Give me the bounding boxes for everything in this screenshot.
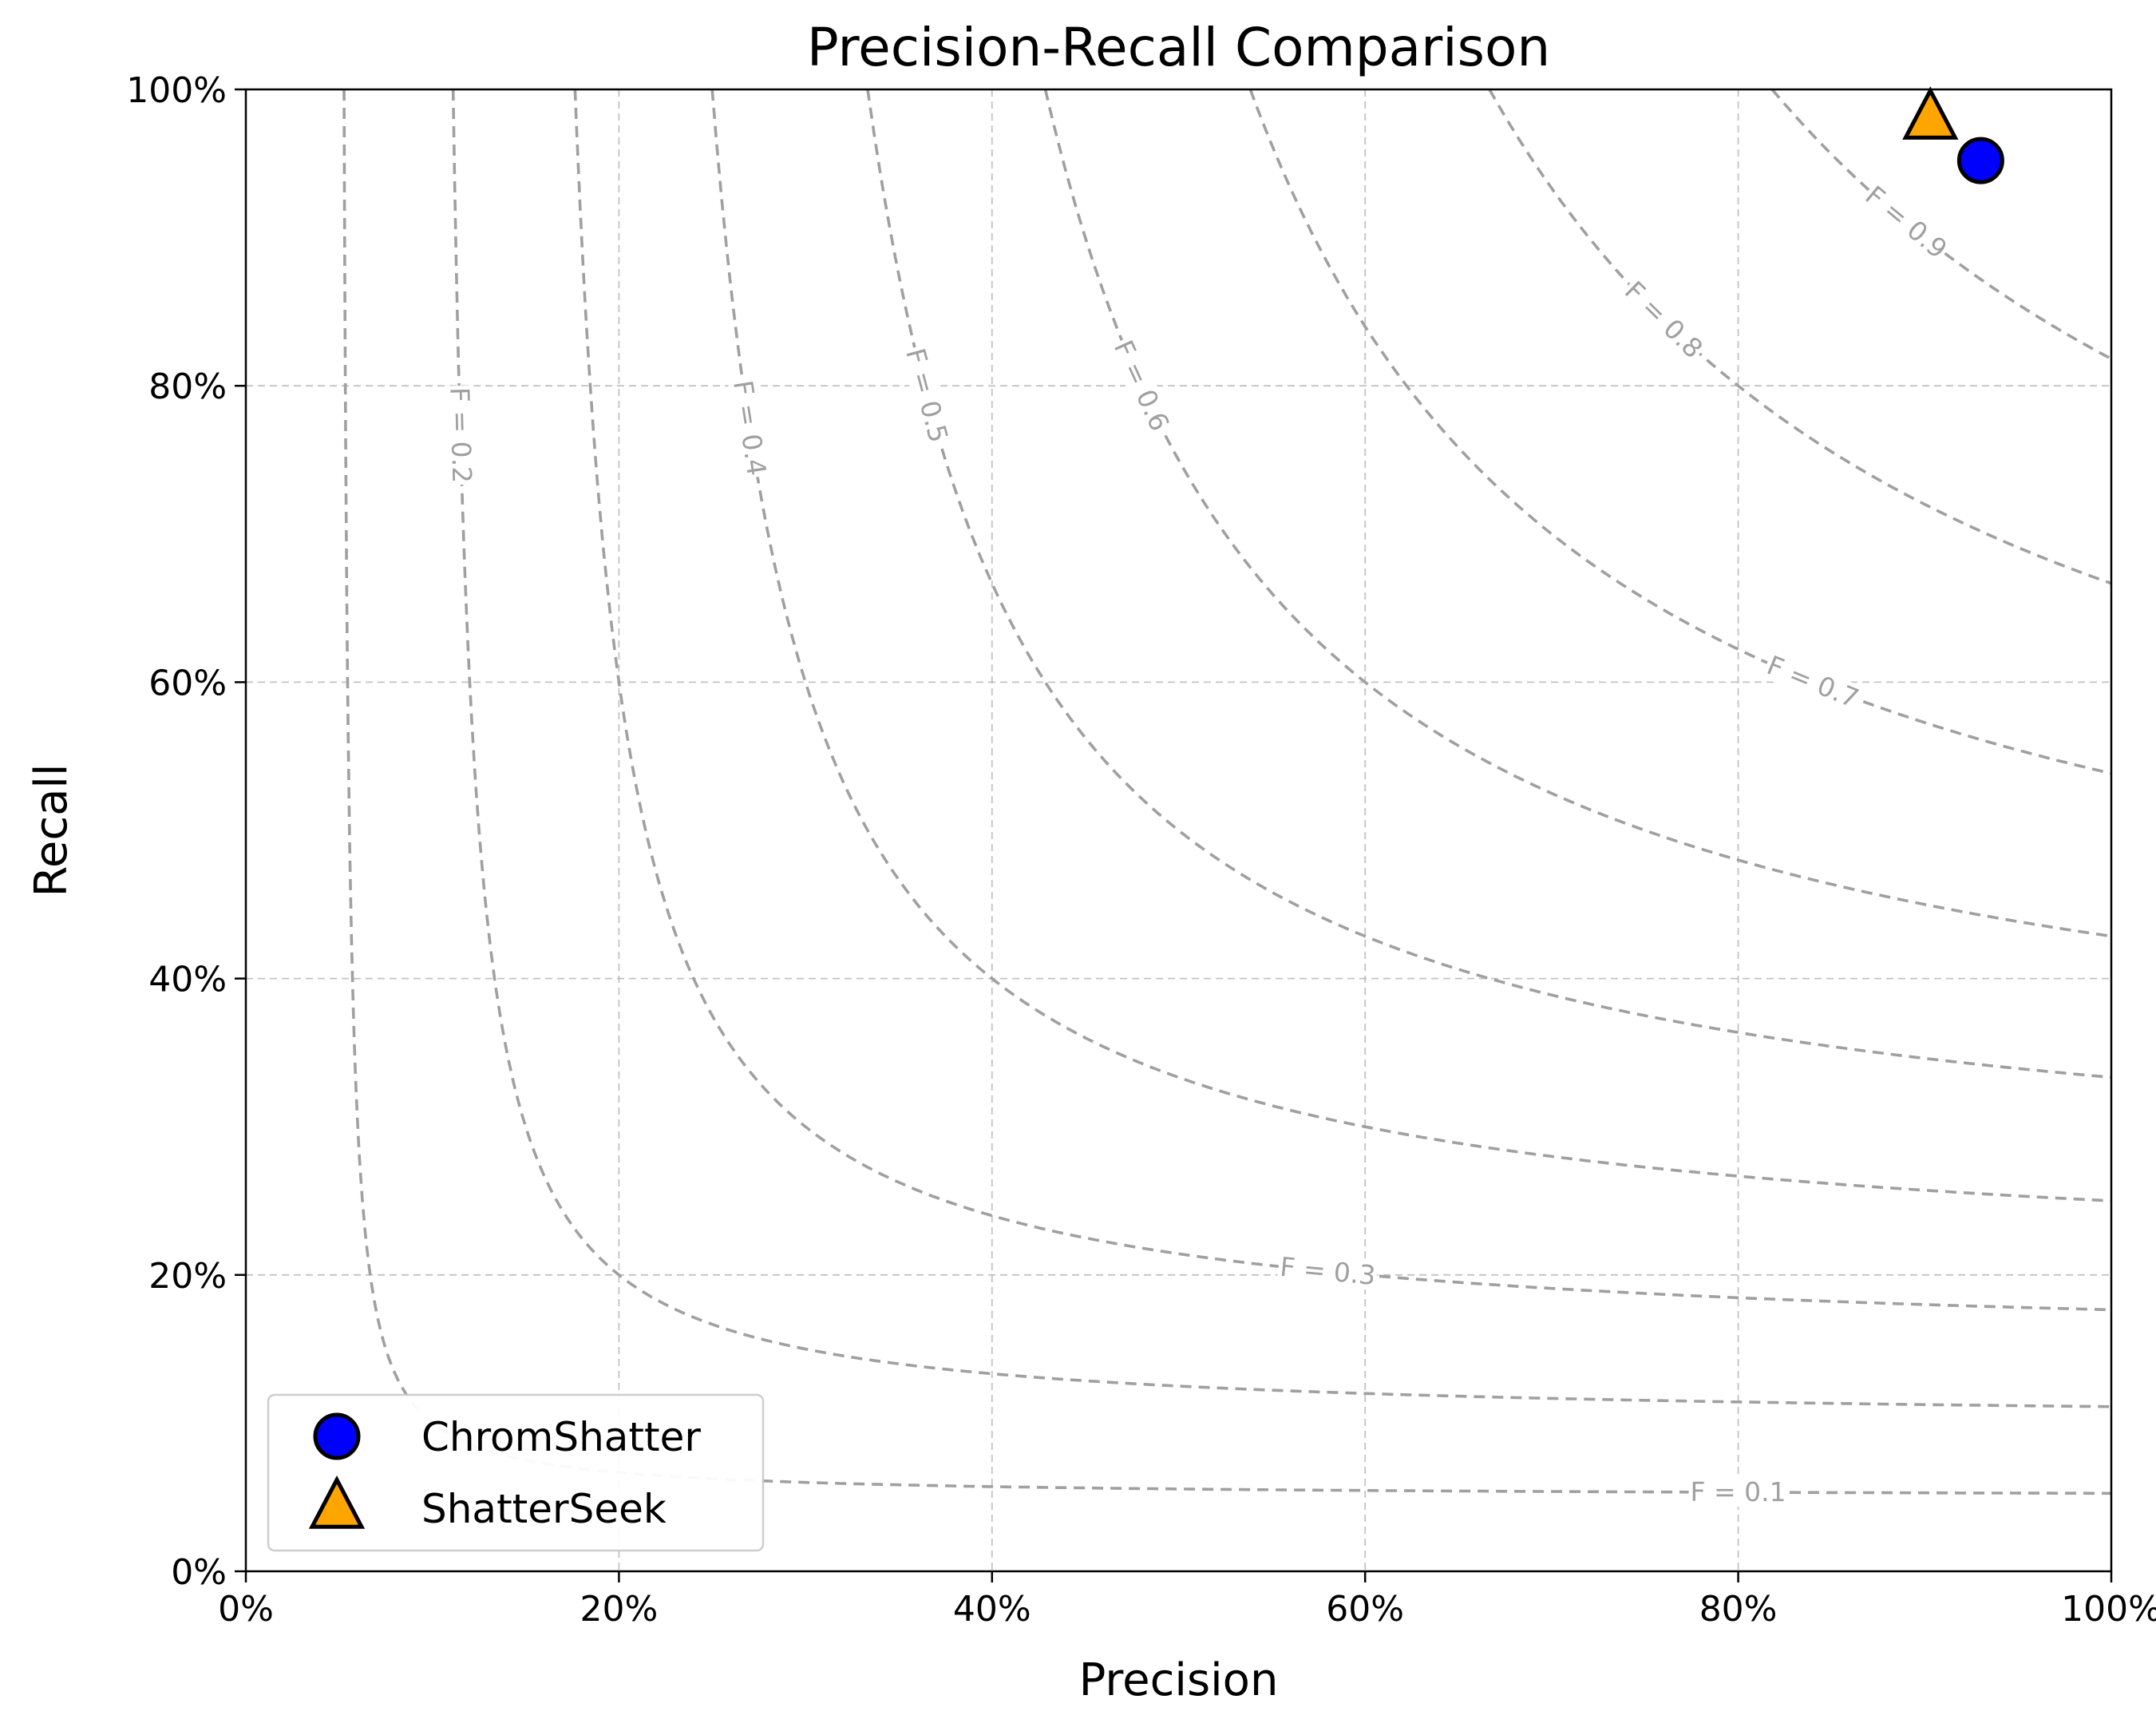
f-score-contours [342, 88, 2112, 1495]
y-tick-label: 60% [148, 663, 227, 703]
f-contour-0-3 [573, 89, 2112, 1312]
f-contour-0-6 [1043, 89, 2112, 938]
legend: ChromShatter ShatterSeek [267, 1393, 765, 1552]
y-tick-label: 0% [171, 1552, 227, 1593]
x-tick-label: 60% [1326, 1589, 1404, 1630]
f-contour-label: F = 0.9 [1860, 180, 1953, 265]
f-contour-label: F = 0.8 [1619, 275, 1709, 364]
x-tick-label: 0% [218, 1589, 274, 1630]
f-contour-label-bg [727, 377, 772, 480]
legend-label-shatterseek: ShatterSeek [421, 1486, 667, 1532]
chart-title: Precision-Recall Comparison [807, 17, 1550, 78]
f-contour-0-9 [1770, 88, 2112, 361]
f-contour-0-1 [342, 89, 2111, 1495]
f-contour-label-bg [1858, 180, 1954, 266]
f-contour-label: F = 0.5 [900, 345, 955, 446]
grid-lines [245, 89, 2112, 1572]
point-chromshatter-marker [1956, 137, 2004, 184]
f-contour-label-bg [1277, 1252, 1379, 1291]
plot-frame [244, 88, 2113, 1573]
f-contour-0-8 [1488, 88, 2112, 585]
legend-label-chromshatter: ChromShatter [421, 1414, 701, 1460]
legend-chromshatter-marker [313, 1412, 361, 1460]
legend-frame [267, 1393, 765, 1552]
f-contour-label-bg [1618, 275, 1709, 365]
f-contour-label-bg [1107, 335, 1175, 438]
f-contour-label: F = 0.2 [444, 387, 477, 484]
point-shatterseek-marker [1902, 86, 1959, 140]
y-tick-label: 40% [148, 960, 227, 1000]
y-tick-label: 80% [148, 366, 227, 407]
y-tick-label: 100% [126, 70, 227, 111]
f-contour-label-bg [1688, 1477, 1788, 1507]
x-tick-label: 40% [953, 1589, 1031, 1630]
x-tick-label: 100% [2061, 1589, 2156, 1630]
f-contour-0-4 [710, 89, 2112, 1202]
x-tick-label: 20% [580, 1589, 659, 1630]
x-axis-title: Precision [1079, 1654, 1279, 1706]
f-contour-label: F = 0.3 [1279, 1251, 1377, 1291]
legend-shatterseek-marker [308, 1475, 366, 1529]
y-tick-label: 20% [148, 1256, 227, 1297]
f-contour-0-7 [1248, 89, 2112, 775]
axis-ticks: 0% 20% 40% 60% 80% 100% 0% 20% 40% 60% 80% 100% [126, 70, 2156, 1630]
f-contour-label: F = 0.6 [1108, 335, 1176, 435]
f-contour-label: F = 0.7 [1762, 649, 1863, 714]
x-tick-label: 80% [1699, 1589, 1778, 1630]
f-contour-label-bg [445, 385, 477, 485]
f-contour-label-bg [1761, 650, 1865, 715]
data-markers [1902, 86, 2004, 184]
f-contour-label: F = 0.1 [1690, 1476, 1786, 1507]
y-axis-title: Recall [26, 763, 77, 897]
f-contour-0-2 [451, 89, 2112, 1408]
f-contour-label-bg [900, 343, 954, 447]
f-score-contour-labels: F = 0.1 F = 0.2 F = 0.3 F = 0.4 F = 0.5 F = 0… [444, 180, 1954, 1507]
f-contour-label: F = 0.4 [727, 378, 773, 478]
